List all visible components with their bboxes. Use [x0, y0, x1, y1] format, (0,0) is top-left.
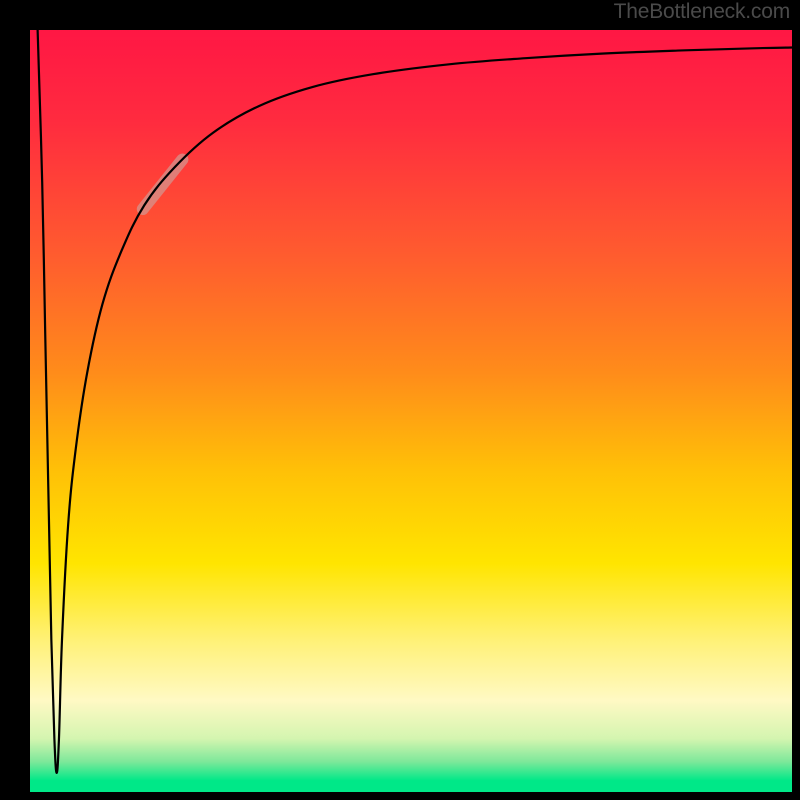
chart-background: [30, 30, 792, 792]
chart-container: TheBottleneck.com: [0, 0, 800, 800]
watermark-text: TheBottleneck.com: [614, 0, 790, 24]
bottleneck-chart: [0, 0, 800, 800]
